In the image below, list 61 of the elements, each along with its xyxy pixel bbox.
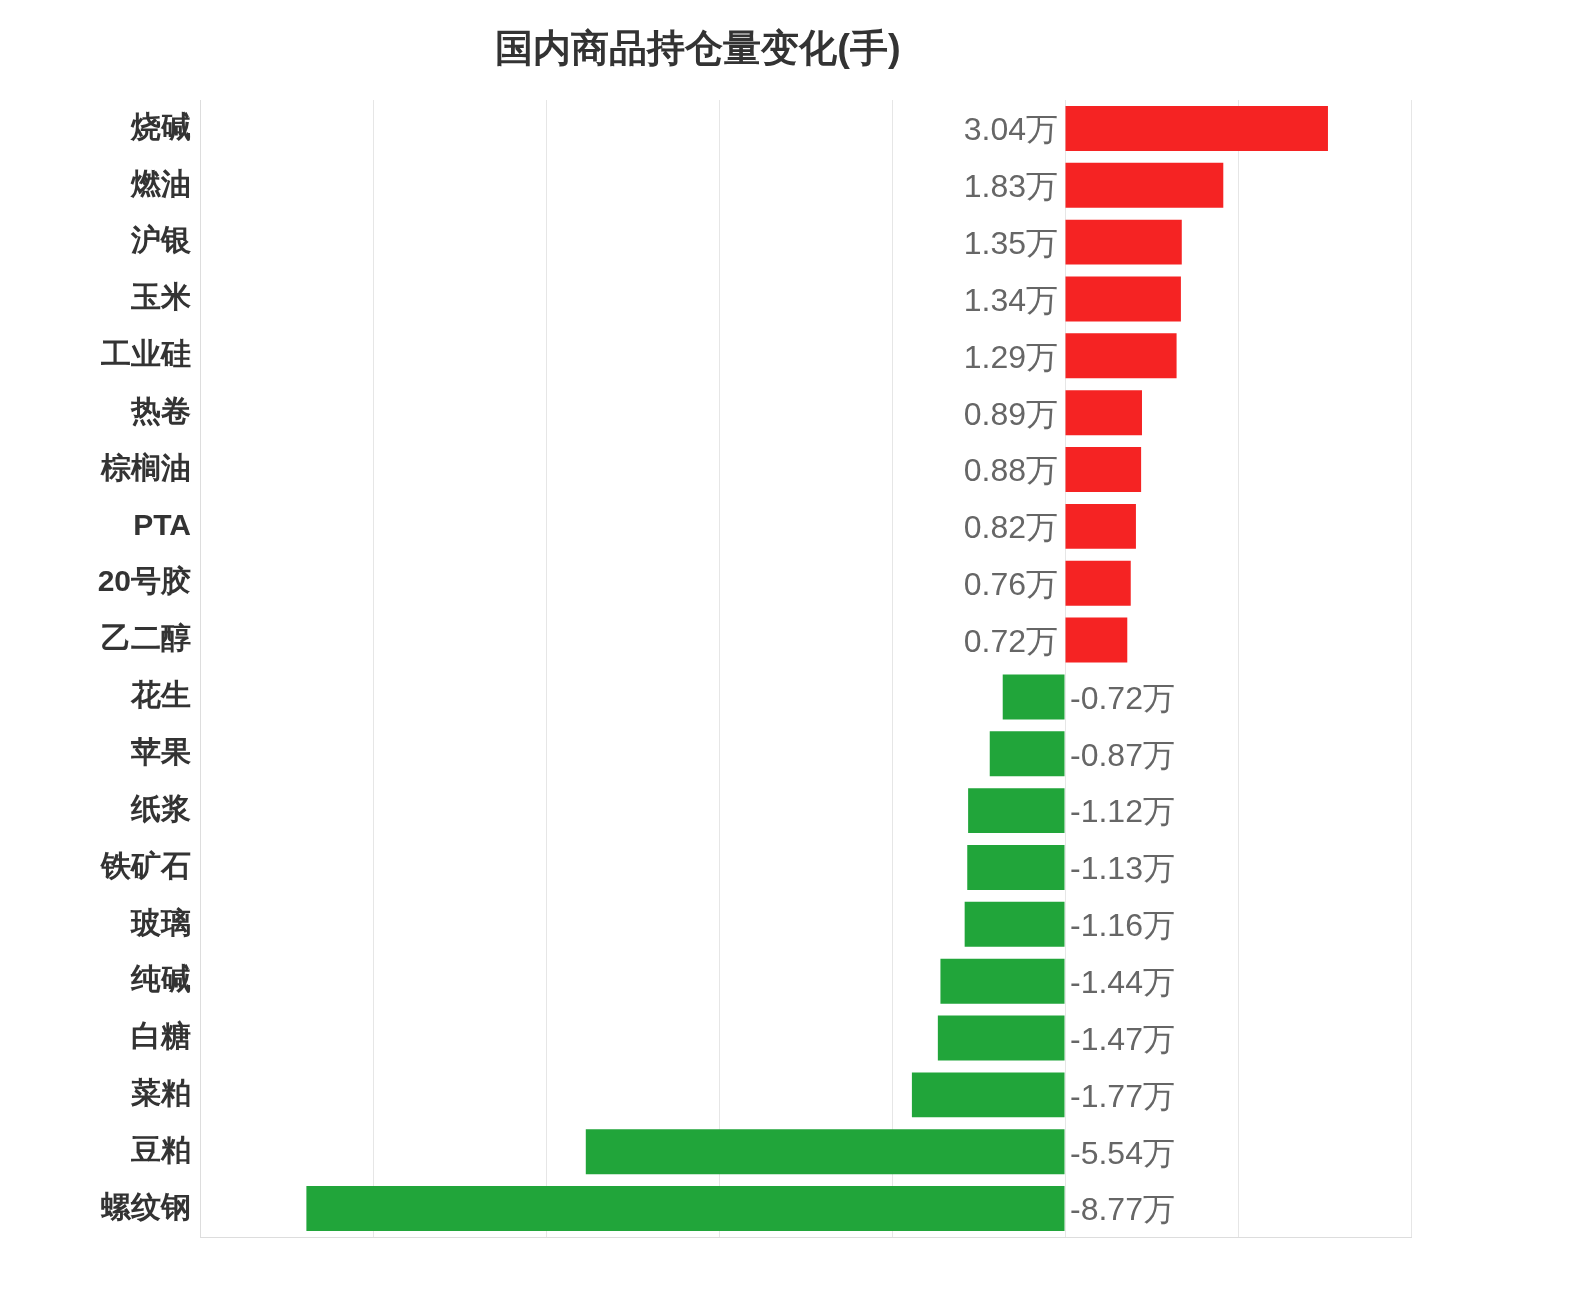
y-tick-label: 20号胶 (97, 564, 191, 598)
data-label: -1.13万 (1070, 850, 1175, 887)
bar (1002, 674, 1065, 720)
y-tick-label: 菜粕 (130, 1076, 191, 1110)
bar (989, 731, 1065, 777)
data-label: 0.89万 (963, 395, 1058, 432)
y-tick-label: 烧碱 (130, 109, 191, 143)
y-tick-label: 工业硅 (100, 337, 191, 371)
y-tick-label: 苹果 (130, 735, 191, 769)
bar (585, 1129, 1065, 1175)
data-label: -1.12万 (1070, 793, 1175, 830)
data-label: -8.77万 (1070, 1191, 1175, 1228)
bar (967, 845, 1065, 890)
bar (911, 1072, 1065, 1118)
bar (306, 1186, 1065, 1232)
data-label: 1.29万 (963, 338, 1058, 375)
bar (964, 901, 1065, 947)
y-tick-label: 纸浆 (130, 791, 191, 825)
data-label: 1.35万 (963, 224, 1058, 261)
chart-title: 国内商品持仓量变化(手) (494, 27, 902, 69)
y-tick-label: 玻璃 (130, 905, 191, 939)
y-tick-label: 棕榈油 (100, 450, 191, 484)
data-label: -1.47万 (1070, 1020, 1175, 1057)
y-tick-label: 螺纹钢 (100, 1189, 191, 1223)
bar (1065, 105, 1328, 151)
data-label: -0.72万 (1070, 679, 1175, 716)
data-label: 1.34万 (963, 281, 1058, 318)
bar (1065, 219, 1182, 265)
y-tick-label: 铁矿石 (100, 848, 191, 882)
data-label: 0.72万 (963, 622, 1058, 659)
data-label: -1.77万 (1070, 1077, 1175, 1114)
bar (937, 1015, 1065, 1061)
bar (940, 958, 1065, 1004)
bar (1065, 390, 1142, 436)
data-label: 1.83万 (963, 168, 1058, 205)
data-label: -1.16万 (1070, 907, 1175, 944)
data-label: -5.54万 (1070, 1134, 1175, 1171)
bar (968, 788, 1065, 834)
y-tick-label: 热卷 (130, 393, 191, 427)
y-tick-label: 纯碱 (130, 962, 191, 996)
y-tick-label: 白糖 (131, 1019, 191, 1053)
y-tick-label: 玉米 (130, 280, 191, 314)
y-tick-label: 燃油 (130, 166, 191, 200)
data-label: 0.76万 (963, 566, 1058, 603)
data-label: -0.87万 (1070, 736, 1175, 773)
y-tick-label: 沪银 (130, 223, 191, 257)
data-label: 0.88万 (963, 452, 1058, 489)
bar (1065, 560, 1131, 606)
y-tick-label: 花生 (130, 678, 191, 712)
data-label: 3.04万 (963, 111, 1058, 148)
bar (1065, 447, 1142, 492)
y-tick-label: 乙二醇 (101, 621, 191, 655)
data-label: -1.44万 (1070, 964, 1175, 1000)
bar (1065, 333, 1177, 379)
bar (1065, 503, 1136, 549)
y-tick-label: 豆粕 (130, 1132, 191, 1166)
y-tick-label: PTA (133, 507, 191, 541)
bar (1065, 162, 1224, 208)
data-label: 0.82万 (963, 509, 1058, 546)
bar (1065, 276, 1181, 322)
bar (1065, 617, 1128, 663)
